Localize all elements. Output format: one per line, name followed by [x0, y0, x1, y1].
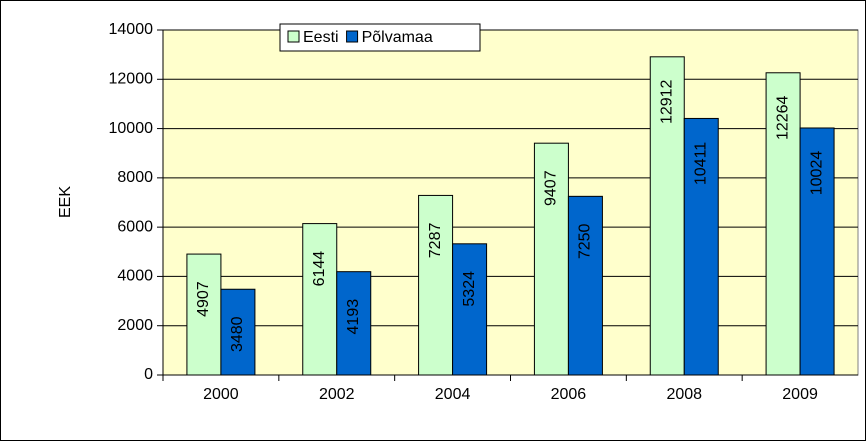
bar	[683, 117, 719, 376]
value-label: 10024	[808, 151, 825, 196]
legend-box	[279, 23, 481, 52]
x-tick-label: 2008	[666, 386, 702, 403]
y-tick-label: 14000	[109, 21, 154, 38]
bar	[220, 288, 256, 376]
legend-swatch	[346, 30, 359, 43]
bar	[452, 243, 488, 376]
bar	[533, 142, 569, 376]
legend-label: Põlvamaa	[362, 29, 433, 46]
legend-label: Eesti	[303, 29, 339, 46]
y-tick-label: 10000	[109, 120, 154, 137]
value-label: 6144	[311, 251, 328, 287]
y-tick-label: 4000	[117, 268, 153, 285]
value-label: 4907	[195, 281, 212, 317]
bar	[418, 194, 454, 376]
value-label: 5324	[461, 271, 478, 307]
value-label: 7287	[427, 223, 444, 259]
value-label: 12264	[774, 95, 791, 140]
y-axis-title: EEK	[57, 186, 74, 218]
bar	[302, 223, 338, 376]
bar	[186, 253, 222, 376]
plot-area	[162, 29, 859, 376]
y-tick-label: 12000	[109, 71, 154, 88]
y-tick-label: 8000	[117, 169, 153, 186]
y-tick-label: 2000	[117, 317, 153, 334]
bar	[765, 72, 801, 376]
value-label: 9407	[543, 170, 560, 206]
bar	[567, 195, 603, 376]
legend-swatch	[287, 30, 300, 43]
x-tick-label: 2002	[319, 386, 355, 403]
x-tick-label: 2004	[435, 386, 471, 403]
value-label: 7250	[577, 223, 594, 259]
y-tick-label: 0	[144, 366, 153, 383]
value-label: 12912	[658, 79, 675, 124]
value-label: 3480	[229, 316, 246, 352]
bar	[799, 127, 835, 376]
value-label: 4193	[345, 299, 362, 335]
value-label: 10411	[692, 142, 709, 185]
y-tick-label: 6000	[117, 218, 153, 235]
bar	[649, 56, 685, 376]
x-tick-label: 2000	[203, 386, 239, 403]
x-tick-label: 2009	[782, 386, 818, 403]
x-tick-label: 2006	[551, 386, 587, 403]
bar	[336, 271, 372, 376]
